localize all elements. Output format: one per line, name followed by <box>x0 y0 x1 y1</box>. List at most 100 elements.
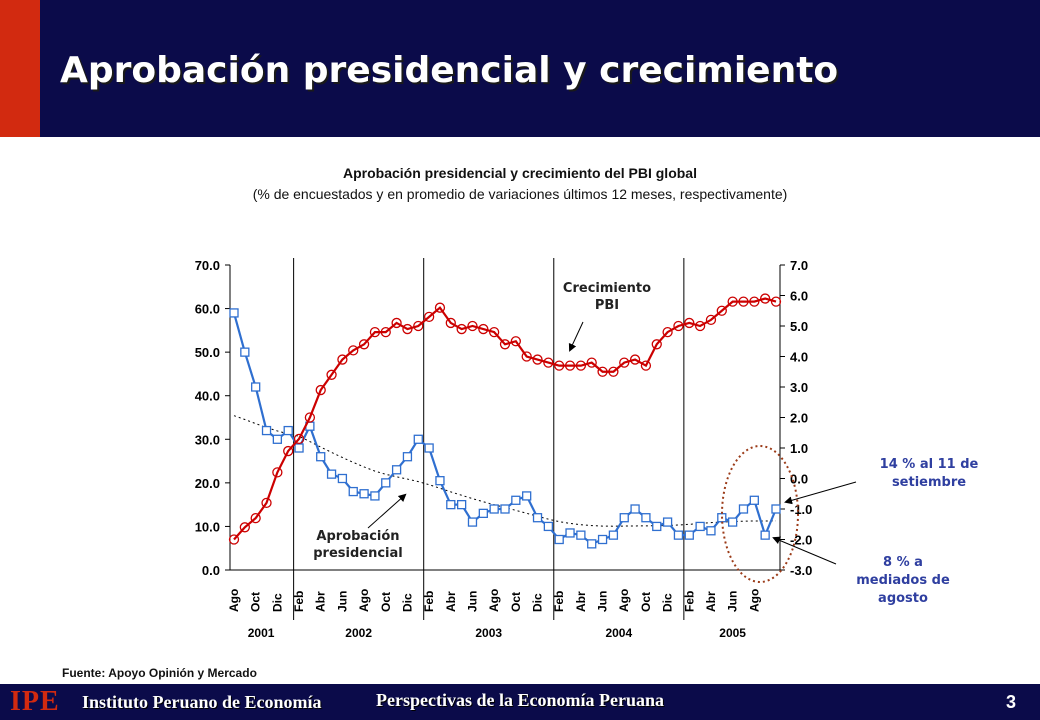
pbi-point <box>283 445 294 457</box>
pbi-point <box>315 384 326 396</box>
pbi-point <box>228 534 240 545</box>
mid-august-arrow <box>772 536 837 565</box>
approval-point <box>413 434 423 444</box>
x-tick-label: Abr <box>574 591 588 612</box>
pbi-point <box>651 339 662 350</box>
pbi-point <box>705 314 717 326</box>
approval-point <box>229 308 239 318</box>
pbi-point <box>358 339 370 350</box>
pbi-point <box>499 339 511 350</box>
pbi-point <box>640 360 652 371</box>
pbi-point <box>694 320 706 332</box>
x-tick-label: Dic <box>270 593 284 612</box>
approval-point <box>294 443 304 453</box>
x-tick-label: Ago <box>227 589 241 612</box>
x-tick-label: Dic <box>531 593 545 612</box>
pbi-series-label: Crecimiento PBI <box>563 281 651 313</box>
left-tick-label: 70.0 <box>195 258 220 273</box>
approval-label-arrow <box>367 493 407 529</box>
x-tick-label: Abr <box>704 591 718 612</box>
approval-point <box>251 382 261 392</box>
approval-point <box>695 521 705 532</box>
left-tick-label: 60.0 <box>195 302 220 317</box>
approval-point <box>283 425 293 436</box>
right-tick-label: 2.0 <box>790 411 808 426</box>
chart-title: Aprobación presidencial y crecimiento de… <box>343 165 697 181</box>
pbi-point <box>391 317 402 329</box>
left-tick-label: 30.0 <box>195 432 220 447</box>
pbi-point <box>304 412 316 423</box>
approval-point <box>652 521 662 532</box>
approval-point <box>641 513 651 523</box>
pbi-point <box>489 326 500 338</box>
approval-point <box>576 530 586 540</box>
left-tick-label: 10.0 <box>195 519 220 534</box>
pbi-point <box>250 513 261 524</box>
x-tick-label: Abr <box>444 591 458 612</box>
approval-point <box>630 504 640 514</box>
left-tick-label: 20.0 <box>195 476 220 491</box>
page-number: 3 <box>1005 692 1016 712</box>
footer-institute-name: Instituto Peruano de Economía <box>82 692 322 712</box>
x-tick-label: Ago <box>747 589 761 612</box>
pbi-point <box>727 296 738 307</box>
approval-point <box>348 486 358 497</box>
pbi-point <box>261 497 272 509</box>
pbi-point <box>434 302 446 313</box>
x-tick-label: Oct <box>249 592 263 612</box>
right-tick-label: 5.0 <box>790 319 808 334</box>
approval-point <box>760 530 770 540</box>
pbi-point <box>564 360 576 371</box>
x-tick-label: Feb <box>422 591 436 612</box>
pbi-point <box>521 351 532 362</box>
right-tick-label: 4.0 <box>790 350 808 365</box>
pbi-point <box>738 296 749 307</box>
pbi-point <box>575 360 587 371</box>
pbi-point <box>467 320 478 332</box>
approval-point <box>402 452 413 462</box>
x-tick-label: Feb <box>552 591 566 612</box>
approval-point <box>597 534 608 545</box>
approval-point <box>272 434 283 444</box>
pbi-point <box>337 354 348 365</box>
pbi-point <box>554 360 565 371</box>
x-tick-label: Oct <box>379 592 393 612</box>
pbi-point <box>770 296 782 307</box>
pbi-point <box>445 317 456 329</box>
approval-point <box>316 452 326 462</box>
approval-point <box>673 530 684 540</box>
left-tick-label: 50.0 <box>195 345 220 360</box>
x-tick-label: Dic <box>661 593 675 612</box>
right-tick-label: 1.0 <box>790 441 808 456</box>
pbi-point <box>423 311 435 323</box>
approval-point <box>706 526 716 536</box>
x-tick-label: Jun <box>596 591 610 612</box>
approval-point <box>684 530 694 540</box>
right-tick-label: -1.0 <box>790 502 812 517</box>
year-label: 2002 <box>345 626 372 640</box>
approval-point <box>749 495 759 505</box>
year-label: 2004 <box>605 626 632 640</box>
x-tick-label: Oct <box>639 592 653 612</box>
pbi-point <box>326 369 337 380</box>
pbi-point <box>673 320 684 332</box>
x-tick-label: Oct <box>509 592 523 612</box>
approval-point <box>500 504 510 514</box>
approval-point <box>511 495 521 505</box>
ipe-logo: IPE <box>10 686 60 717</box>
x-tick-label: Abr <box>314 591 328 612</box>
approval-point <box>261 425 272 436</box>
approval-point <box>489 504 499 514</box>
right-tick-label: -3.0 <box>790 563 812 578</box>
approval-point <box>240 347 250 357</box>
approval-point <box>662 517 673 527</box>
right-tick-label: -2.0 <box>790 533 812 548</box>
x-tick-label: Jun <box>726 591 740 612</box>
pbi-point <box>380 326 391 338</box>
approval-point <box>587 539 597 549</box>
approval-point <box>543 521 554 532</box>
chart-subtitle: (% de encuestados y en promedio de varia… <box>252 186 788 202</box>
approval-point <box>771 504 781 514</box>
approval-point <box>337 473 348 484</box>
approval-point <box>391 465 402 475</box>
